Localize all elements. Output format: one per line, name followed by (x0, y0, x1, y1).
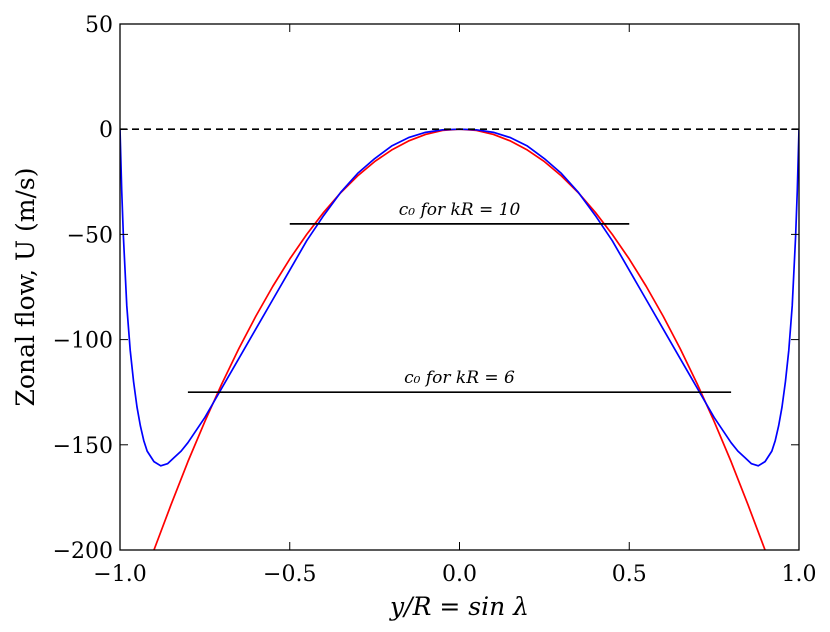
plot-frame (119, 23, 800, 551)
blue-curve (120, 128, 799, 467)
x-tick-label: −1.0 (93, 562, 146, 587)
red-curve (153, 128, 766, 550)
y-tick-label: −100 (53, 329, 113, 354)
y-axis-label: Zonal flow, U (m/s) (11, 168, 40, 407)
tick-layer: −1.0 −0.5 0.0 0.5 1.0 50 0 −50 −100 −150 −200 (53, 13, 817, 587)
y-tick-label: 0 (99, 118, 113, 143)
y-tick-label: 50 (85, 13, 113, 38)
annotation-label: c₀ for kR = 10 (399, 200, 521, 220)
annotation-layer: c₀ for kR = 10 c₀ for kR = 6 (399, 200, 521, 388)
y-tick-label: −50 (67, 223, 113, 248)
y-tick-label: −200 (53, 539, 113, 564)
x-tick-label: −0.5 (263, 562, 316, 587)
x-tick-label: 0.5 (612, 562, 647, 587)
x-tick-label: 0.0 (442, 562, 477, 587)
x-tick-label: 1.0 (782, 562, 817, 587)
series-layer (120, 128, 799, 550)
x-axis-label: y/R = sin λ (389, 592, 529, 621)
y-tick-label: −150 (53, 434, 113, 459)
annotation-label: c₀ for kR = 6 (404, 368, 515, 388)
